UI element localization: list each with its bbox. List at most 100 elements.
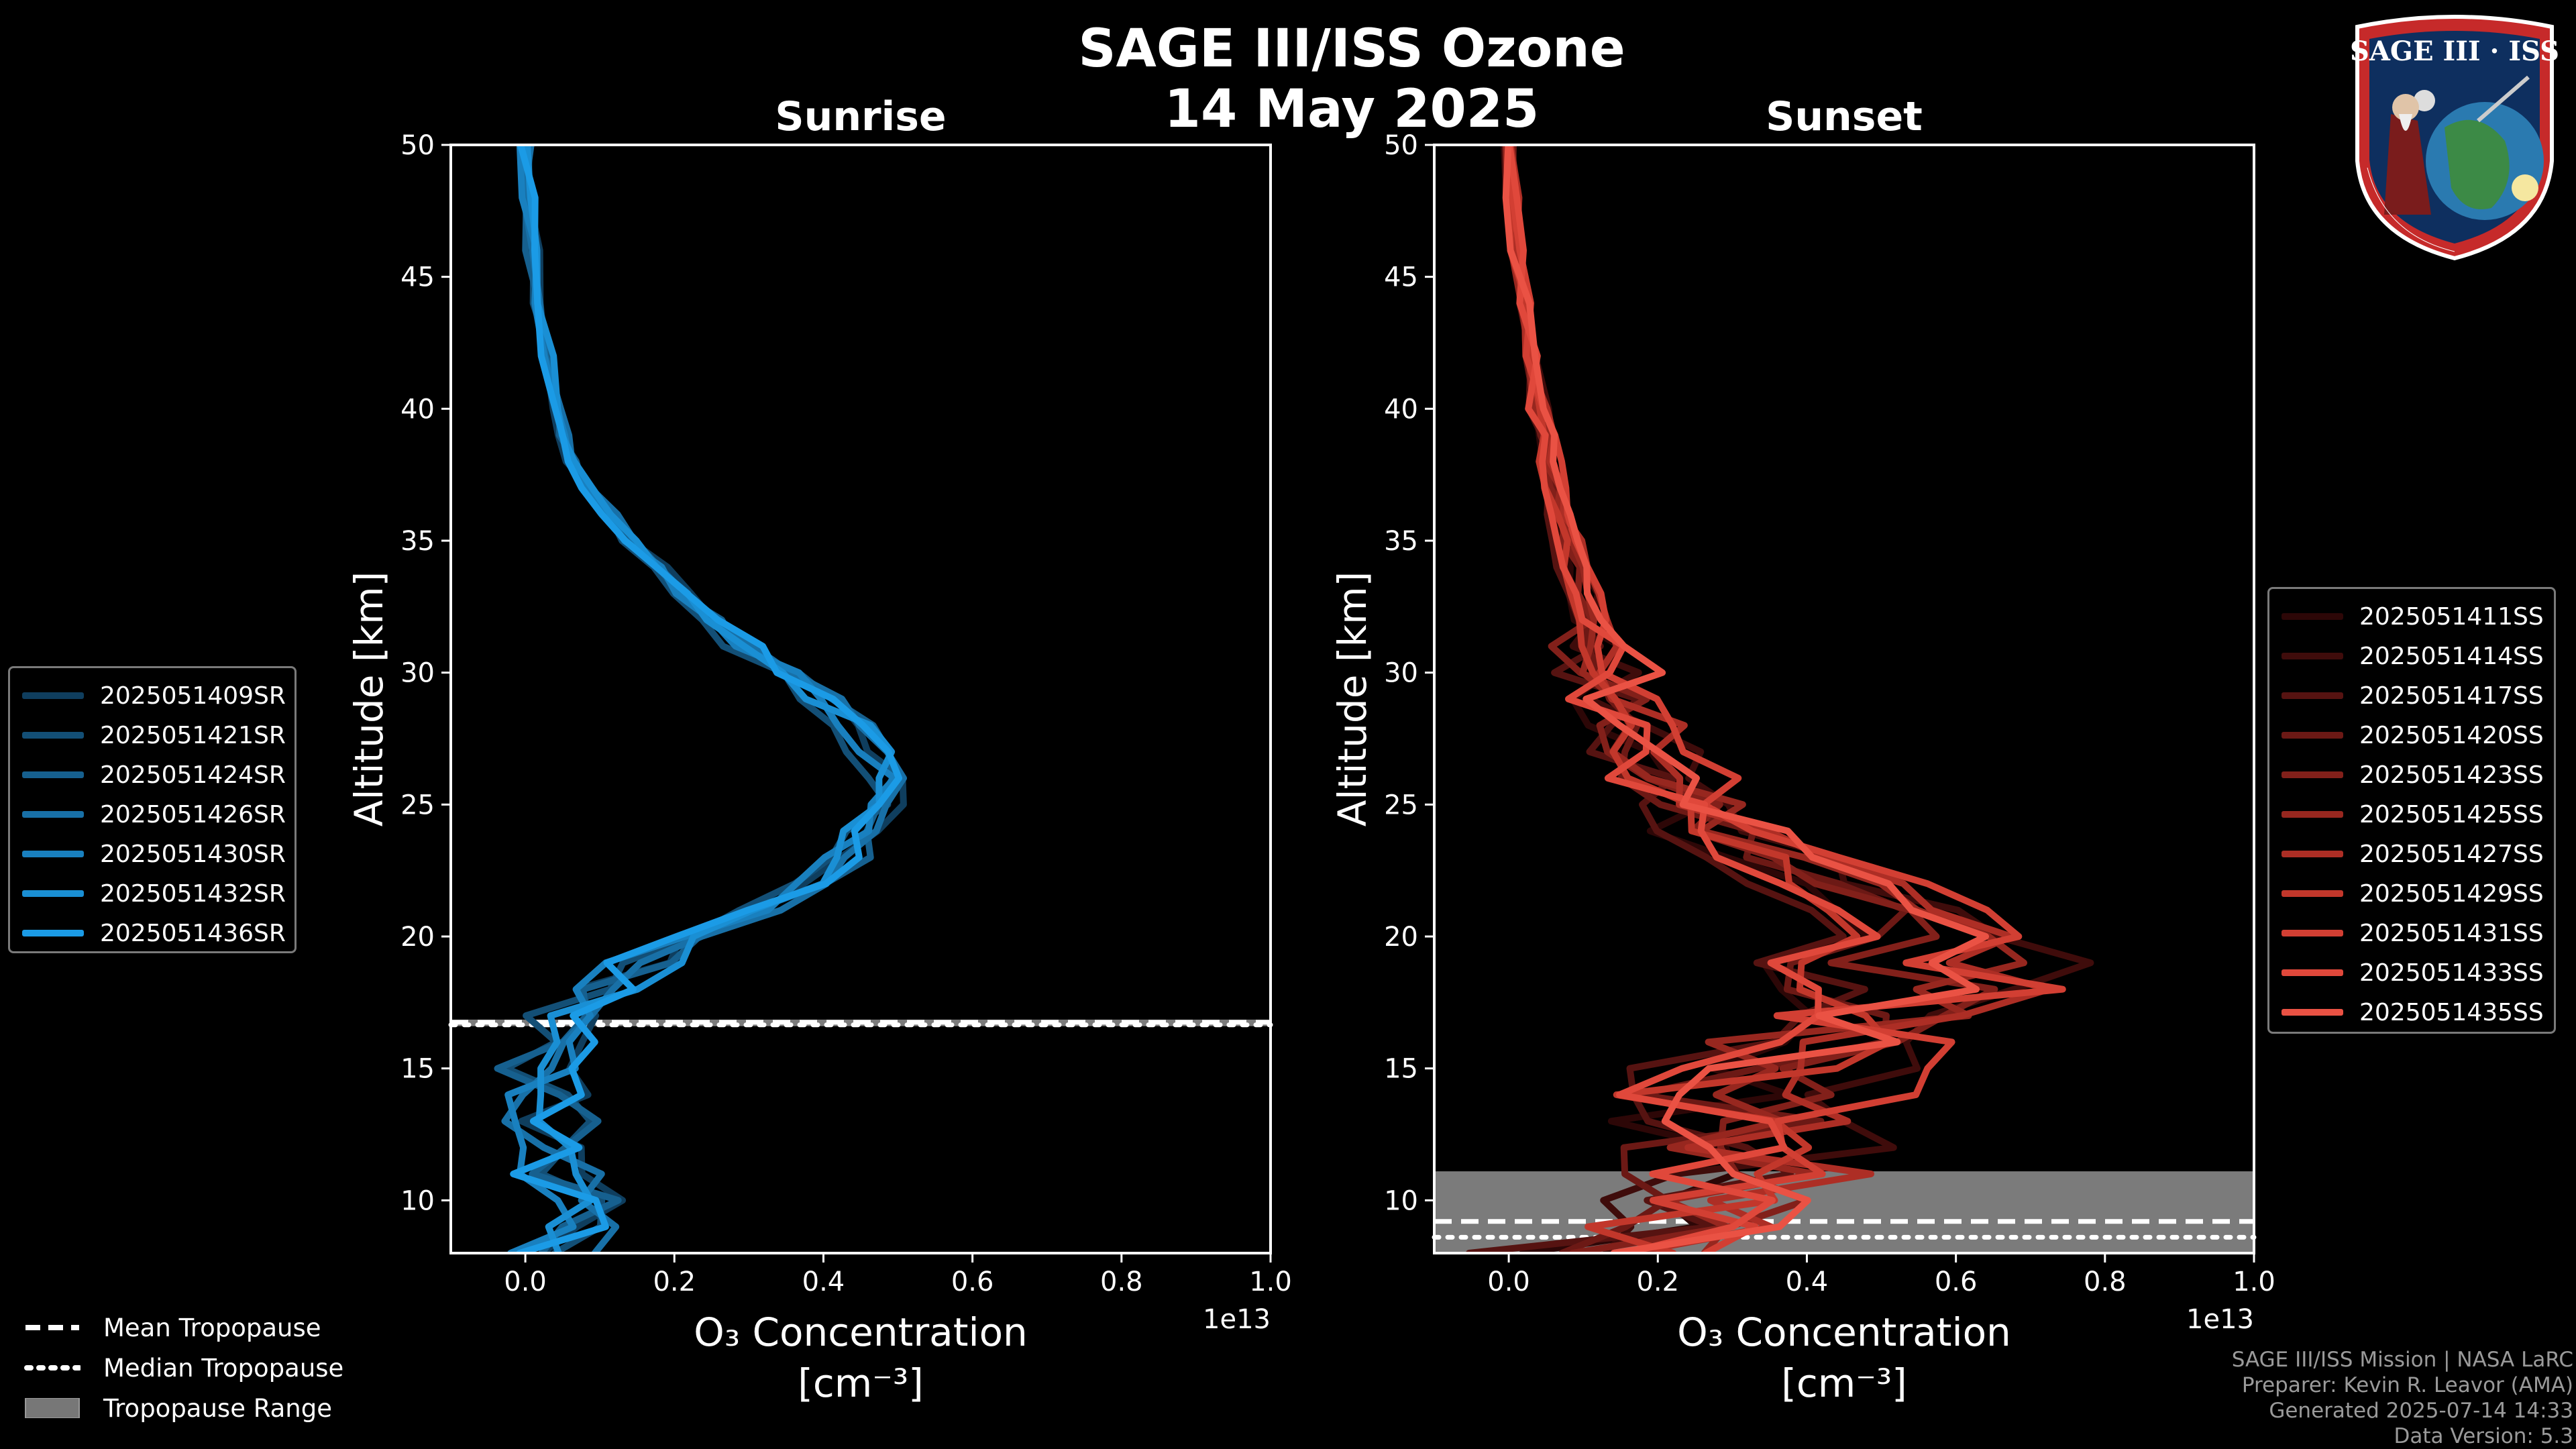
legend-label: 2025051436SR <box>100 919 286 947</box>
y-tick-label: 45 <box>400 262 435 293</box>
legend-swatch <box>22 930 84 936</box>
legend-label: 2025051425SS <box>2359 800 2544 828</box>
x-offset-text: 1e13 <box>2186 1304 2254 1335</box>
x-tick-label: 0.6 <box>951 1267 994 1297</box>
x-tick-label: 0.4 <box>1786 1267 1829 1297</box>
dashed-line-icon <box>25 1325 79 1330</box>
legend-label: 2025051409SR <box>100 682 286 710</box>
legend-label: 2025051427SS <box>2359 840 2544 868</box>
y-axis-label: Altitude [km] <box>1330 572 1375 826</box>
legend-swatch <box>2282 811 2343 818</box>
tropopause-range-label: Tropopause Range <box>103 1393 333 1423</box>
x-tick-label: 0.6 <box>1935 1267 1978 1297</box>
y-tick-label: 30 <box>1384 658 1418 689</box>
legend-swatch <box>2282 890 2343 897</box>
y-tick-label: 10 <box>400 1185 435 1216</box>
y-tick-label: 50 <box>400 130 435 161</box>
legend-swatch <box>22 811 84 818</box>
panel-title: Sunset <box>1766 93 1923 140</box>
x-offset-text: 1e13 <box>1203 1304 1271 1335</box>
legend-label: 2025051430SR <box>100 840 286 868</box>
legend-entry: 2025051431SS <box>2269 914 2544 953</box>
x-axis-unit: [cm⁻³] <box>798 1360 924 1406</box>
x-tick-label: 1.0 <box>1249 1267 1292 1297</box>
legend-label: 2025051414SS <box>2359 642 2544 670</box>
legend-label: 2025051432SR <box>100 879 286 908</box>
y-tick-label: 15 <box>1384 1054 1418 1085</box>
profile-line-2025051433SS <box>1506 145 1881 1253</box>
legend-entry: 2025051421SR <box>10 716 286 755</box>
legend-swatch <box>2282 653 2343 659</box>
legend-swatch <box>22 692 84 699</box>
y-tick-label: 25 <box>400 790 435 820</box>
legend-label: 2025051431SS <box>2359 919 2544 947</box>
legend-swatch <box>22 851 84 857</box>
footer-version: Data Version: 5.3 <box>2394 1424 2573 1448</box>
legend-swatch <box>2282 930 2343 936</box>
legend-label: 2025051420SS <box>2359 721 2544 749</box>
median-tropopause-label: Median Tropopause <box>103 1353 344 1383</box>
legend-label: 2025051424SR <box>100 761 286 789</box>
legend-entry: 2025051425SS <box>2269 795 2544 834</box>
axes-frame <box>449 144 1272 1254</box>
legend-swatch <box>2282 1009 2343 1016</box>
mean-tropopause-label: Mean Tropopause <box>103 1313 321 1342</box>
sunset-legend: 2025051411SS 2025051414SS 2025051417SS 2025… <box>2267 587 2556 1034</box>
x-tick-label: 0.4 <box>802 1267 845 1297</box>
legend-swatch <box>2282 851 2343 857</box>
y-tick-label: 45 <box>1384 262 1418 293</box>
x-tick-label: 0.0 <box>1487 1267 1530 1297</box>
tropopause-legend: Mean Tropopause Median Tropopause Tropop… <box>0 1308 402 1436</box>
profile-line-2025051435SS <box>1502 145 1989 1253</box>
x-tick-label: 0.2 <box>653 1267 696 1297</box>
median-tropopause-entry: Median Tropopause <box>23 1348 343 1387</box>
y-tick-label: 20 <box>400 922 435 953</box>
x-tick-label: 0.2 <box>1636 1267 1679 1297</box>
y-tick-label: 15 <box>400 1054 435 1085</box>
legend-swatch <box>2282 692 2343 699</box>
x-tick-label: 0.8 <box>2084 1267 2127 1297</box>
legend-swatch <box>22 890 84 897</box>
x-axis-label: O₃ Concentration <box>1677 1309 2011 1355</box>
footer-mission: SAGE III/ISS Mission | NASA LaRC <box>2231 1348 2573 1372</box>
legend-label: 2025051429SS <box>2359 879 2544 908</box>
gray-box-icon <box>25 1398 80 1418</box>
legend-entry: 2025051432SR <box>10 874 286 913</box>
legend-swatch <box>2282 771 2343 778</box>
legend-label: 2025051426SR <box>100 800 286 828</box>
y-tick-label: 30 <box>400 658 435 689</box>
legend-swatch <box>2282 969 2343 976</box>
legend-entry: 2025051409SR <box>10 676 286 715</box>
legend-swatch <box>22 771 84 778</box>
legend-label: 2025051433SS <box>2359 959 2544 987</box>
legend-entry: 2025051414SS <box>2269 637 2544 676</box>
sunrise-legend: 2025051409SR 2025051421SR 2025051424SR 2025… <box>8 666 297 953</box>
legend-entry: 2025051433SS <box>2269 953 2544 992</box>
profile-line-2025051426SR <box>501 145 907 1253</box>
mean-tropopause-entry: Mean Tropopause <box>23 1308 321 1347</box>
y-tick-label: 25 <box>1384 790 1418 820</box>
legend-entry: 2025051420SS <box>2269 716 2544 755</box>
y-tick-label: 40 <box>400 394 435 425</box>
footer-generated: Generated 2025-07-14 14:33 <box>2269 1399 2573 1423</box>
y-tick-label: 40 <box>1384 394 1418 425</box>
x-tick-label: 1.0 <box>2233 1267 2275 1297</box>
legend-entry: 2025051417SS <box>2269 676 2544 715</box>
legend-entry: 2025051423SS <box>2269 755 2544 794</box>
logo-title: SAGE III · ISS <box>2350 36 2559 67</box>
legend-label: 2025051435SS <box>2359 998 2544 1026</box>
legend-label: 2025051411SS <box>2359 602 2544 631</box>
legend-label: 2025051417SS <box>2359 682 2544 710</box>
legend-swatch <box>2282 613 2343 620</box>
y-tick-label: 35 <box>1384 526 1418 557</box>
legend-entry: 2025051424SR <box>10 755 286 794</box>
legend-entry: 2025051429SS <box>2269 874 2544 913</box>
x-axis-unit: [cm⁻³] <box>1781 1360 1907 1406</box>
axes-frame <box>1433 144 2255 1254</box>
series-lines <box>1465 145 2094 1253</box>
dotted-line-icon <box>24 1365 80 1371</box>
y-tick-label: 35 <box>400 526 435 557</box>
sage-mission-patch-logo: SAGE III · ISS <box>2350 15 2559 261</box>
legend-swatch <box>22 732 84 739</box>
y-axis-label: Altitude [km] <box>346 572 392 826</box>
